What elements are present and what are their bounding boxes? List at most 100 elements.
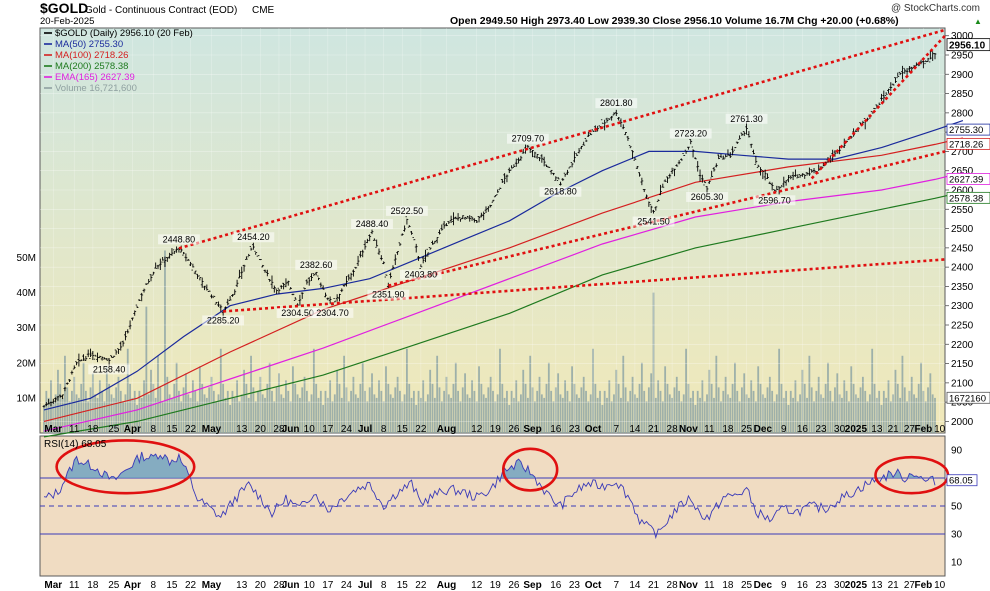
x-tick-label: 18 (87, 580, 99, 591)
legend-entry: Volume 16,721,600 (55, 83, 137, 94)
peak-label: 2403.80 (405, 270, 438, 280)
volume-bar (275, 387, 278, 433)
volume-bar (347, 401, 350, 433)
y-tick-label: 2650 (951, 166, 974, 177)
volume-bar (694, 404, 697, 433)
volume-bar (768, 376, 771, 433)
volume-bar (868, 394, 871, 433)
trendline (223, 258, 946, 313)
peak-label-bg (386, 205, 428, 216)
x-tick-label: 16 (797, 424, 809, 435)
volume-bar (687, 383, 690, 433)
volume-bar (589, 394, 592, 433)
volume-bar (794, 380, 797, 433)
rsi-panel: 103050709068.05 (40, 439, 978, 569)
x-tick-label: 11 (704, 580, 715, 591)
volume-bar (927, 387, 929, 433)
volume-bar (841, 397, 843, 433)
rsi-overbought-fill (44, 452, 935, 478)
ma-line (43, 172, 964, 432)
volume-bar (219, 348, 222, 433)
peak-label-bg (539, 186, 582, 197)
x-tick-label: 7 (614, 424, 620, 435)
volume-bar (526, 397, 529, 433)
volume-bar (720, 401, 722, 433)
volume-bar (741, 387, 743, 433)
volume-bar (268, 362, 271, 433)
volume-bar (910, 376, 913, 433)
volume-bar (747, 397, 750, 433)
volume-bar (259, 376, 262, 433)
volume-bar (96, 397, 99, 433)
volume-bar (752, 390, 755, 433)
volume-bar (145, 306, 148, 433)
volume-bars (43, 250, 936, 433)
volume-bar (680, 401, 683, 433)
volume-bar (664, 366, 667, 433)
volume-bar (340, 397, 343, 433)
ma-line (43, 120, 964, 411)
rsi-tick-label: 30 (951, 530, 963, 541)
rsi-highlight-circle (501, 447, 559, 492)
peak-label: 2448.80 (163, 234, 196, 244)
volume-bar (617, 383, 620, 433)
peak-label-bg (88, 364, 131, 375)
volume-bar (452, 383, 455, 433)
volume-bar (480, 383, 483, 433)
volume-bar (406, 348, 408, 433)
volume-bar (185, 373, 187, 433)
x-tick-label: 24 (341, 580, 353, 591)
peak-labels: 2448.80 2158.40 2454.20 2285.20 2382.60 2304.… (88, 98, 796, 375)
peak-label-bg (232, 232, 275, 243)
volume-bar (136, 404, 138, 433)
volume-bar (273, 401, 276, 433)
x-tick-label: May (202, 424, 222, 435)
volume-tick-label: 20M (17, 358, 36, 369)
volume-bar (82, 362, 85, 433)
volume-bar (289, 401, 292, 433)
peak-label-bg (506, 133, 549, 144)
volume-bar (229, 404, 232, 433)
volume-bar (247, 397, 250, 433)
volume-bar (466, 394, 469, 433)
price-panel-bg (39, 27, 946, 434)
volume-bar (778, 348, 781, 433)
x-tick-label: 12 (471, 424, 483, 435)
rsi-label: RSI(14) 68.05 (44, 439, 107, 450)
volume-bar (98, 380, 101, 433)
volume-bar (610, 401, 613, 433)
volume-bar (878, 390, 881, 433)
volume-bar (543, 397, 546, 433)
volume-bar (399, 390, 401, 433)
volume-bar (385, 366, 387, 433)
volume-bar (236, 380, 238, 433)
volume-bar (592, 348, 594, 433)
volume-bar (850, 366, 853, 433)
y-tick-label: 2550 (951, 205, 974, 216)
volume-bar (750, 380, 753, 433)
volume-bar (810, 387, 813, 433)
volume-bar (150, 369, 152, 433)
volume-bar (824, 383, 827, 433)
volume-bar (654, 397, 657, 433)
x-tick-label: 13 (236, 424, 248, 435)
x-tick-label: 18 (722, 580, 734, 591)
volume-bar (901, 355, 904, 433)
volume-bar (608, 380, 611, 433)
volume-bar (433, 397, 436, 433)
volume-bar (240, 394, 243, 433)
volume-bar (924, 401, 927, 433)
volume-bar (296, 394, 299, 433)
volume-bar (531, 387, 534, 433)
volume-bar (564, 380, 567, 433)
x-tick-label: 16 (550, 580, 562, 591)
x-tick-label: 30 (834, 580, 846, 591)
volume-bar (345, 387, 348, 433)
volume-bar (501, 383, 504, 433)
volume-bar (520, 394, 522, 433)
volume-bar (294, 383, 297, 433)
x-tick-label: 28 (273, 424, 285, 435)
rsi-line (43, 451, 936, 540)
volume-bar (864, 390, 867, 433)
